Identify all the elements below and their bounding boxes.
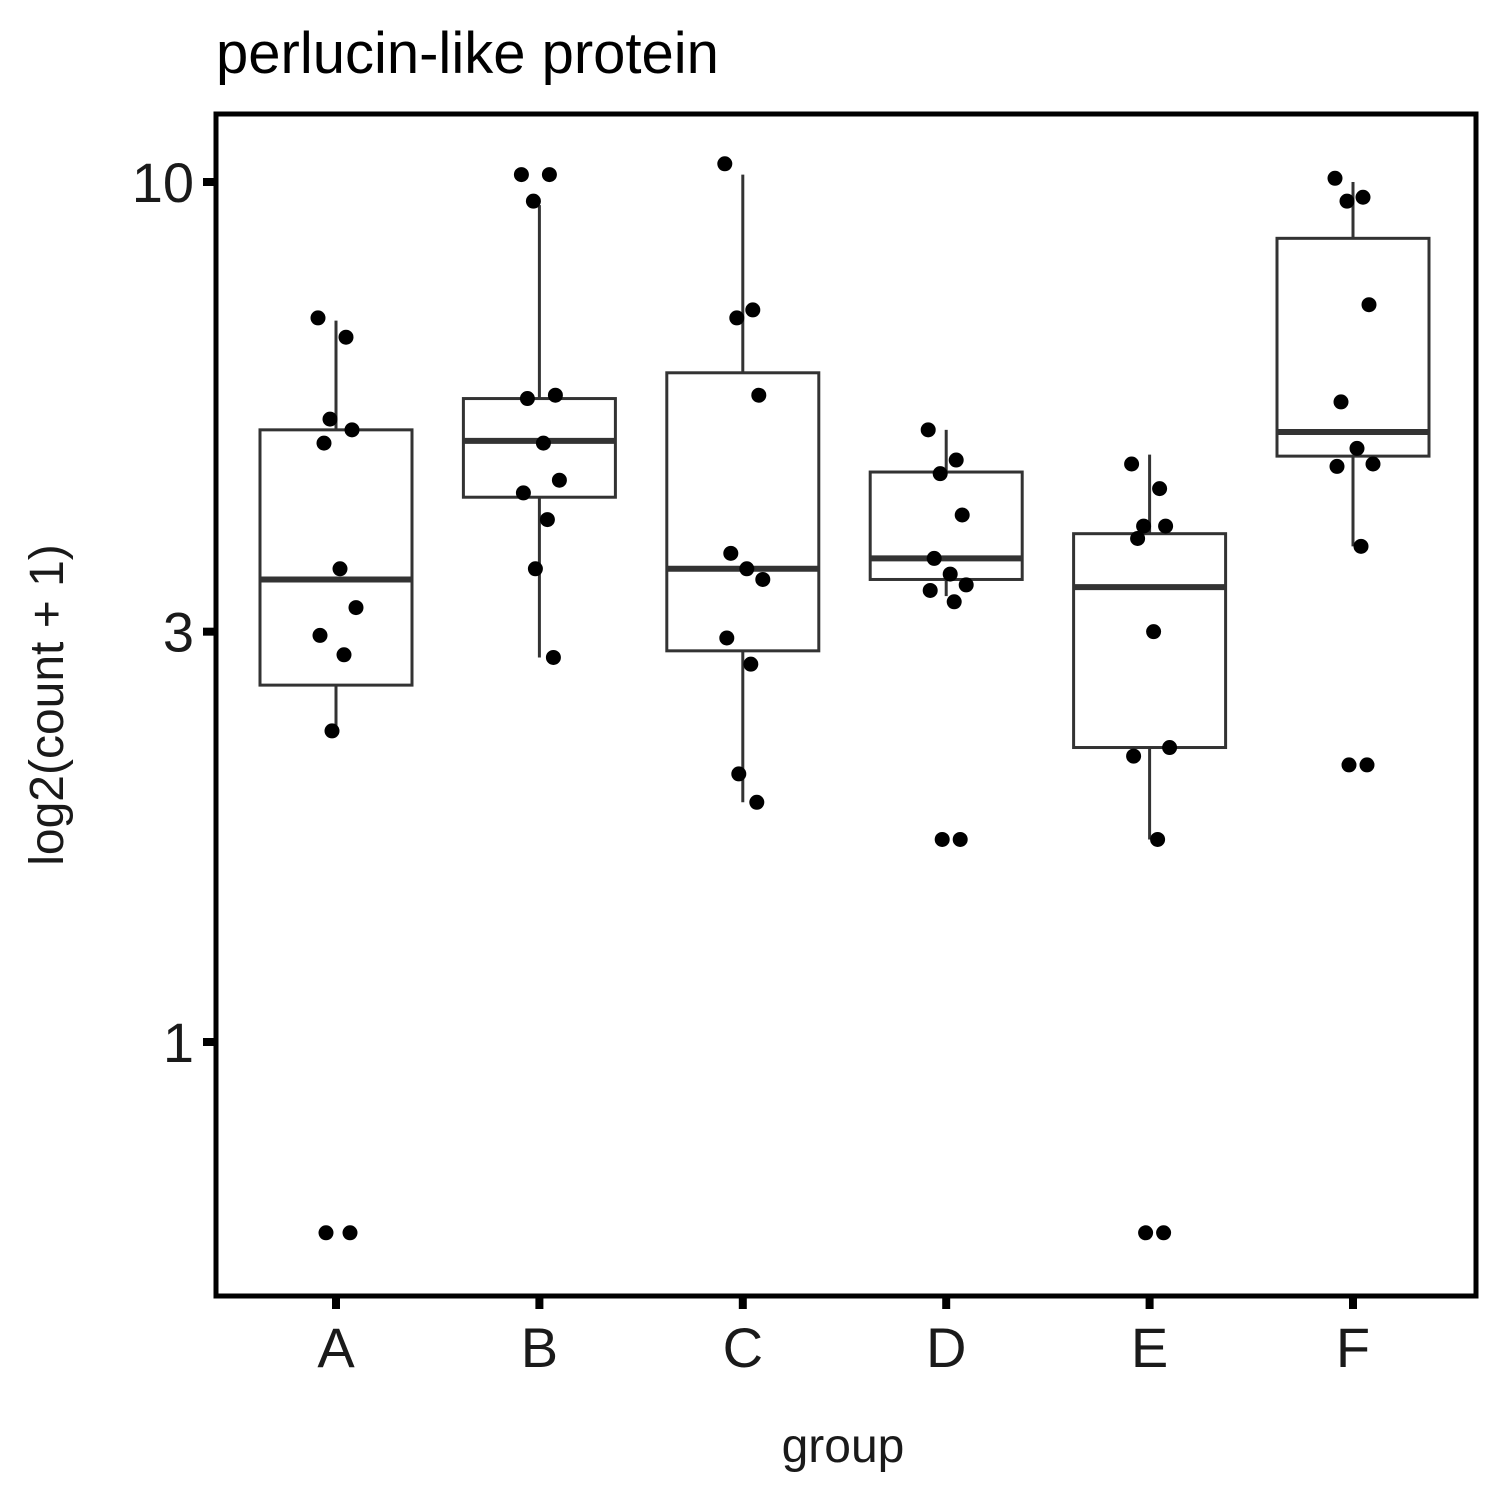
point-C-1 <box>717 156 733 172</box>
y-tick-label-10: 10 <box>132 151 194 214</box>
box-D <box>868 429 1024 597</box>
box-iqr-D <box>868 470 1024 581</box>
box-iqr-A <box>258 428 414 687</box>
point-B-9 <box>539 512 555 528</box>
point-D-6 <box>942 566 958 582</box>
point-D-9 <box>946 594 962 610</box>
point-E-9 <box>1150 831 1166 847</box>
plot-panel-border <box>213 111 1479 1299</box>
box-C <box>665 174 821 803</box>
point-E-10 <box>1138 1225 1154 1241</box>
point-A-7 <box>348 600 364 616</box>
y-tick-label-3: 3 <box>163 601 194 664</box>
point-D-11 <box>952 831 968 847</box>
point-F-8 <box>1329 458 1345 474</box>
x-tick-label-A: A <box>317 1316 355 1379</box>
x-tick-label-F: F <box>1336 1316 1370 1379</box>
point-A-2 <box>338 329 354 345</box>
point-B-10 <box>527 561 543 577</box>
point-C-4 <box>751 387 767 403</box>
point-E-3 <box>1136 518 1152 534</box>
point-A-6 <box>332 561 348 577</box>
point-B-4 <box>547 387 563 403</box>
point-E-6 <box>1146 624 1162 640</box>
point-D-5 <box>926 550 942 566</box>
point-B-8 <box>515 485 531 501</box>
point-A-1 <box>310 310 326 326</box>
point-B-3 <box>525 193 541 209</box>
point-F-9 <box>1353 538 1369 554</box>
point-F-5 <box>1333 394 1349 410</box>
point-E-8 <box>1126 748 1142 764</box>
x-axis-title: group <box>782 1420 905 1473</box>
point-E-7 <box>1162 740 1178 756</box>
point-F-4 <box>1361 297 1377 313</box>
point-E-11 <box>1156 1225 1172 1241</box>
chart-title: perlucin-like protein <box>216 21 719 86</box>
point-F-7 <box>1365 456 1381 472</box>
point-A-12 <box>318 1225 334 1241</box>
point-C-7 <box>755 571 771 587</box>
y-axis-title: log2(count + 1) <box>21 544 74 866</box>
point-F-10 <box>1341 757 1357 773</box>
point-D-4 <box>954 507 970 523</box>
box-iqr-F <box>1275 236 1431 458</box>
box-E <box>1072 454 1228 840</box>
point-B-6 <box>535 435 551 451</box>
point-B-1 <box>513 167 529 183</box>
boxes-layer <box>258 174 1431 840</box>
point-A-11 <box>342 1225 358 1241</box>
point-A-5 <box>316 435 332 451</box>
point-E-1 <box>1124 456 1140 472</box>
point-F-6 <box>1349 440 1365 456</box>
box-iqr-C <box>665 371 821 653</box>
point-C-9 <box>743 656 759 672</box>
point-D-3 <box>932 466 948 482</box>
point-C-6 <box>739 561 755 577</box>
point-D-1 <box>920 422 936 438</box>
points-layer <box>310 156 1381 1241</box>
box-B <box>461 205 617 658</box>
point-D-7 <box>958 577 974 593</box>
point-C-3 <box>729 310 745 326</box>
point-F-2 <box>1355 189 1371 205</box>
x-tick-label-B: B <box>521 1316 558 1379</box>
y-axis: 1 3 10 <box>132 151 216 1074</box>
point-B-7 <box>551 472 567 488</box>
point-E-4 <box>1158 518 1174 534</box>
point-F-3 <box>1339 193 1355 209</box>
point-C-11 <box>749 794 765 810</box>
point-C-10 <box>731 766 747 782</box>
point-D-2 <box>948 452 964 468</box>
point-D-10 <box>934 831 950 847</box>
x-tick-label-C: C <box>723 1316 763 1379</box>
x-tick-label-D: D <box>926 1316 966 1379</box>
point-D-8 <box>922 582 938 598</box>
point-B-11 <box>545 649 561 665</box>
box-F <box>1275 182 1431 547</box>
x-axis: A B C D E F <box>317 1296 1370 1379</box>
box-iqr-E <box>1072 532 1228 750</box>
point-B-5 <box>519 391 535 407</box>
point-E-2 <box>1152 481 1168 497</box>
box-A <box>258 320 414 731</box>
y-tick-label-1: 1 <box>163 1011 194 1074</box>
point-F-11 <box>1359 757 1375 773</box>
point-C-5 <box>723 545 739 561</box>
x-tick-label-E: E <box>1131 1316 1168 1379</box>
point-A-10 <box>324 723 340 739</box>
point-E-5 <box>1130 531 1146 547</box>
point-C-8 <box>719 630 735 646</box>
point-A-3 <box>322 411 338 427</box>
point-A-4 <box>344 422 360 438</box>
point-C-2 <box>745 302 761 318</box>
point-A-8 <box>312 627 328 643</box>
point-B-2 <box>541 167 557 183</box>
point-A-9 <box>336 647 352 663</box>
point-F-1 <box>1327 170 1343 186</box>
